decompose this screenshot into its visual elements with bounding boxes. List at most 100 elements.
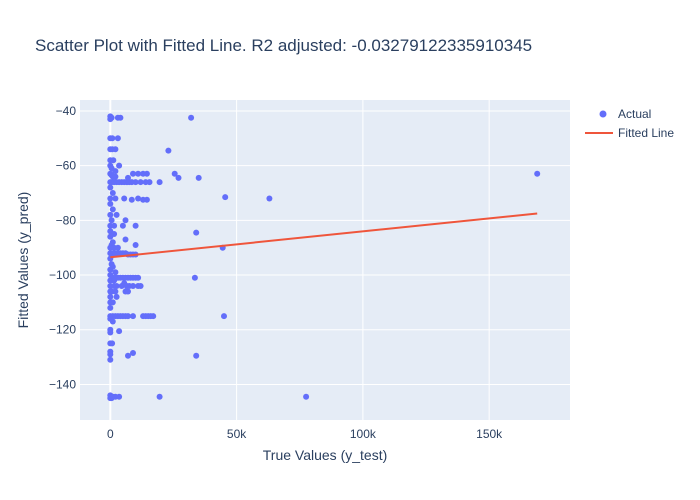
data-point-actual [109, 135, 116, 142]
data-point-actual [114, 244, 121, 251]
data-point-actual [107, 184, 114, 191]
data-point-actual [125, 288, 131, 295]
data-point-actual [137, 179, 144, 186]
y-tick-label: −140 [49, 377, 76, 391]
data-point-actual [165, 147, 172, 154]
data-point-actual [109, 299, 116, 306]
data-point-actual [116, 162, 123, 169]
data-point-actual [107, 200, 114, 207]
data-point-actual [113, 293, 120, 300]
data-point-actual [195, 174, 202, 181]
data-point-actual [107, 266, 114, 273]
x-tick-label: 100k [350, 427, 377, 441]
data-point-actual [117, 114, 124, 121]
data-point-actual [112, 269, 119, 276]
data-point-actual [107, 329, 114, 336]
data-point-actual [108, 114, 115, 121]
data-point-actual [107, 195, 114, 202]
data-point-actual [111, 277, 118, 284]
y-tick-label: −40 [56, 104, 77, 118]
data-point-actual [118, 283, 125, 289]
data-point-actual [113, 283, 120, 289]
data-layer [107, 113, 541, 402]
data-point-actual [116, 393, 123, 400]
data-point-actual [112, 288, 119, 295]
data-point-actual [110, 157, 117, 164]
grid-lines [80, 100, 570, 420]
data-point-actual [121, 195, 128, 202]
data-point-actual [156, 393, 163, 400]
data-point-actual [107, 233, 114, 240]
data-point-actual [156, 179, 163, 186]
data-point-actual [122, 217, 129, 224]
legend[interactable]: Actual Fitted Line [585, 107, 674, 140]
y-tick-label: −80 [56, 213, 77, 227]
legend-label-actual: Actual [618, 107, 651, 121]
chart-title: Scatter Plot with Fitted Line. R2 adjust… [35, 36, 532, 55]
y-tick-label: −100 [49, 268, 76, 282]
x-tick-label: 0 [107, 427, 114, 441]
y-tick-label: −60 [56, 159, 77, 173]
data-point-actual [113, 211, 120, 218]
data-point-actual [114, 135, 121, 142]
y-tick-label: −120 [49, 323, 76, 337]
data-point-actual [221, 313, 227, 320]
data-point-actual [130, 313, 136, 320]
legend-item-fitted-line[interactable]: Fitted Line [585, 126, 674, 140]
data-point-actual [135, 274, 142, 281]
data-point-actual [111, 222, 118, 229]
data-point-actual [109, 206, 116, 213]
y-axis-title: Fitted Values (y_pred) [15, 192, 31, 329]
data-point-actual [112, 195, 119, 202]
data-point-actual [128, 196, 135, 203]
data-point-actual [109, 318, 116, 325]
data-point-actual [109, 190, 116, 196]
data-point-actual [150, 313, 157, 320]
x-axis-title: True Values (y_test) [263, 447, 388, 463]
data-point-actual [122, 236, 129, 243]
x-tick-label: 150k [476, 427, 503, 441]
plot-background [80, 100, 570, 420]
data-point-actual [107, 351, 114, 358]
x-tick-label: 50k [227, 427, 247, 441]
data-point-actual [191, 274, 198, 281]
data-point-actual [132, 222, 139, 229]
data-point-actual [107, 304, 114, 311]
data-point-actual [107, 356, 114, 363]
fitted-line [110, 212, 538, 259]
data-point-actual [266, 195, 273, 202]
data-point-actual [112, 168, 119, 175]
data-point-actual [125, 174, 131, 181]
tick-labels: 0 50k 100k 150k −40 −60 −80 −100 −120 −140 [49, 104, 503, 441]
data-point-actual [112, 173, 119, 180]
data-point-actual [175, 174, 182, 181]
data-point-actual [135, 170, 142, 177]
data-point-actual [107, 211, 114, 218]
data-point-actual [125, 352, 131, 359]
data-point-actual [146, 179, 153, 186]
data-point-actual [534, 170, 541, 177]
data-point-actual [109, 340, 116, 347]
data-point-actual [130, 350, 136, 356]
data-point-actual [107, 293, 114, 300]
data-point-actual [193, 229, 200, 236]
data-point-actual [132, 242, 139, 248]
data-point-actual [171, 170, 178, 177]
data-point-actual [132, 179, 139, 186]
data-point-actual [135, 195, 142, 202]
legend-label-fitted-line: Fitted Line [618, 126, 674, 140]
data-point-actual [125, 313, 131, 320]
legend-item-actual[interactable]: Actual [599, 107, 652, 121]
data-point-actual [119, 222, 126, 229]
data-point-actual [137, 283, 144, 289]
data-point-actual [112, 146, 119, 153]
data-point-actual [143, 170, 150, 177]
data-point-actual [222, 194, 229, 201]
data-point-actual [116, 328, 123, 335]
legend-marker-actual [599, 110, 607, 118]
data-point-actual [108, 217, 115, 224]
data-point-actual [193, 352, 200, 359]
data-point-actual [130, 283, 136, 289]
data-point-actual [130, 170, 136, 177]
